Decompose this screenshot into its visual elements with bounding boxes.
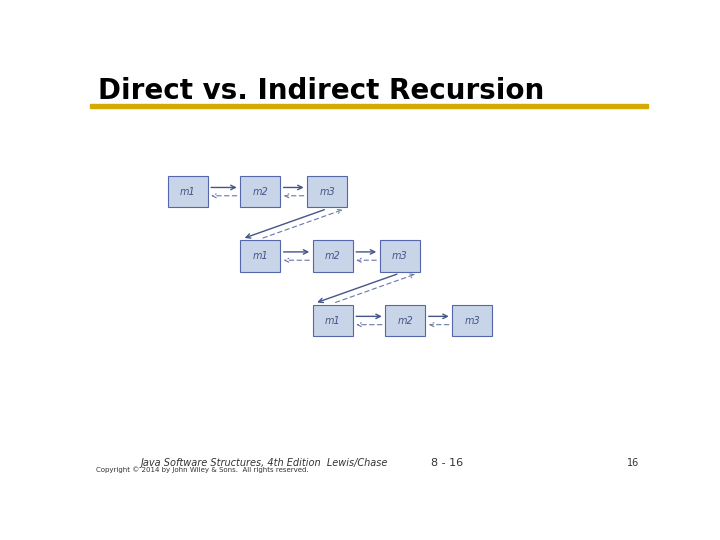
FancyBboxPatch shape	[312, 305, 353, 336]
Bar	[90, 104, 648, 109]
Text: m3: m3	[392, 251, 408, 261]
FancyBboxPatch shape	[307, 176, 347, 207]
FancyBboxPatch shape	[452, 305, 492, 336]
FancyBboxPatch shape	[385, 305, 426, 336]
FancyBboxPatch shape	[379, 240, 420, 272]
FancyBboxPatch shape	[168, 176, 208, 207]
FancyBboxPatch shape	[240, 176, 280, 207]
Text: m1: m1	[252, 251, 268, 261]
FancyBboxPatch shape	[240, 240, 280, 272]
Text: m2: m2	[252, 187, 268, 197]
Text: Copyright © 2014 by John Wiley & Sons.  All rights reserved.: Copyright © 2014 by John Wiley & Sons. A…	[96, 467, 308, 473]
Text: m3: m3	[319, 187, 335, 197]
Text: 8 - 16: 8 - 16	[431, 458, 463, 468]
Text: Direct vs. Indirect Recursion: Direct vs. Indirect Recursion	[99, 77, 544, 105]
Text: Java Software Structures, 4th Edition  Lewis/Chase: Java Software Structures, 4th Edition Le…	[140, 458, 387, 468]
Text: m1: m1	[325, 315, 341, 326]
Text: m2: m2	[397, 315, 413, 326]
Text: m1: m1	[180, 187, 196, 197]
Text: m2: m2	[325, 251, 341, 261]
Text: m3: m3	[464, 315, 480, 326]
Text: 16: 16	[627, 458, 639, 468]
FancyBboxPatch shape	[312, 240, 353, 272]
